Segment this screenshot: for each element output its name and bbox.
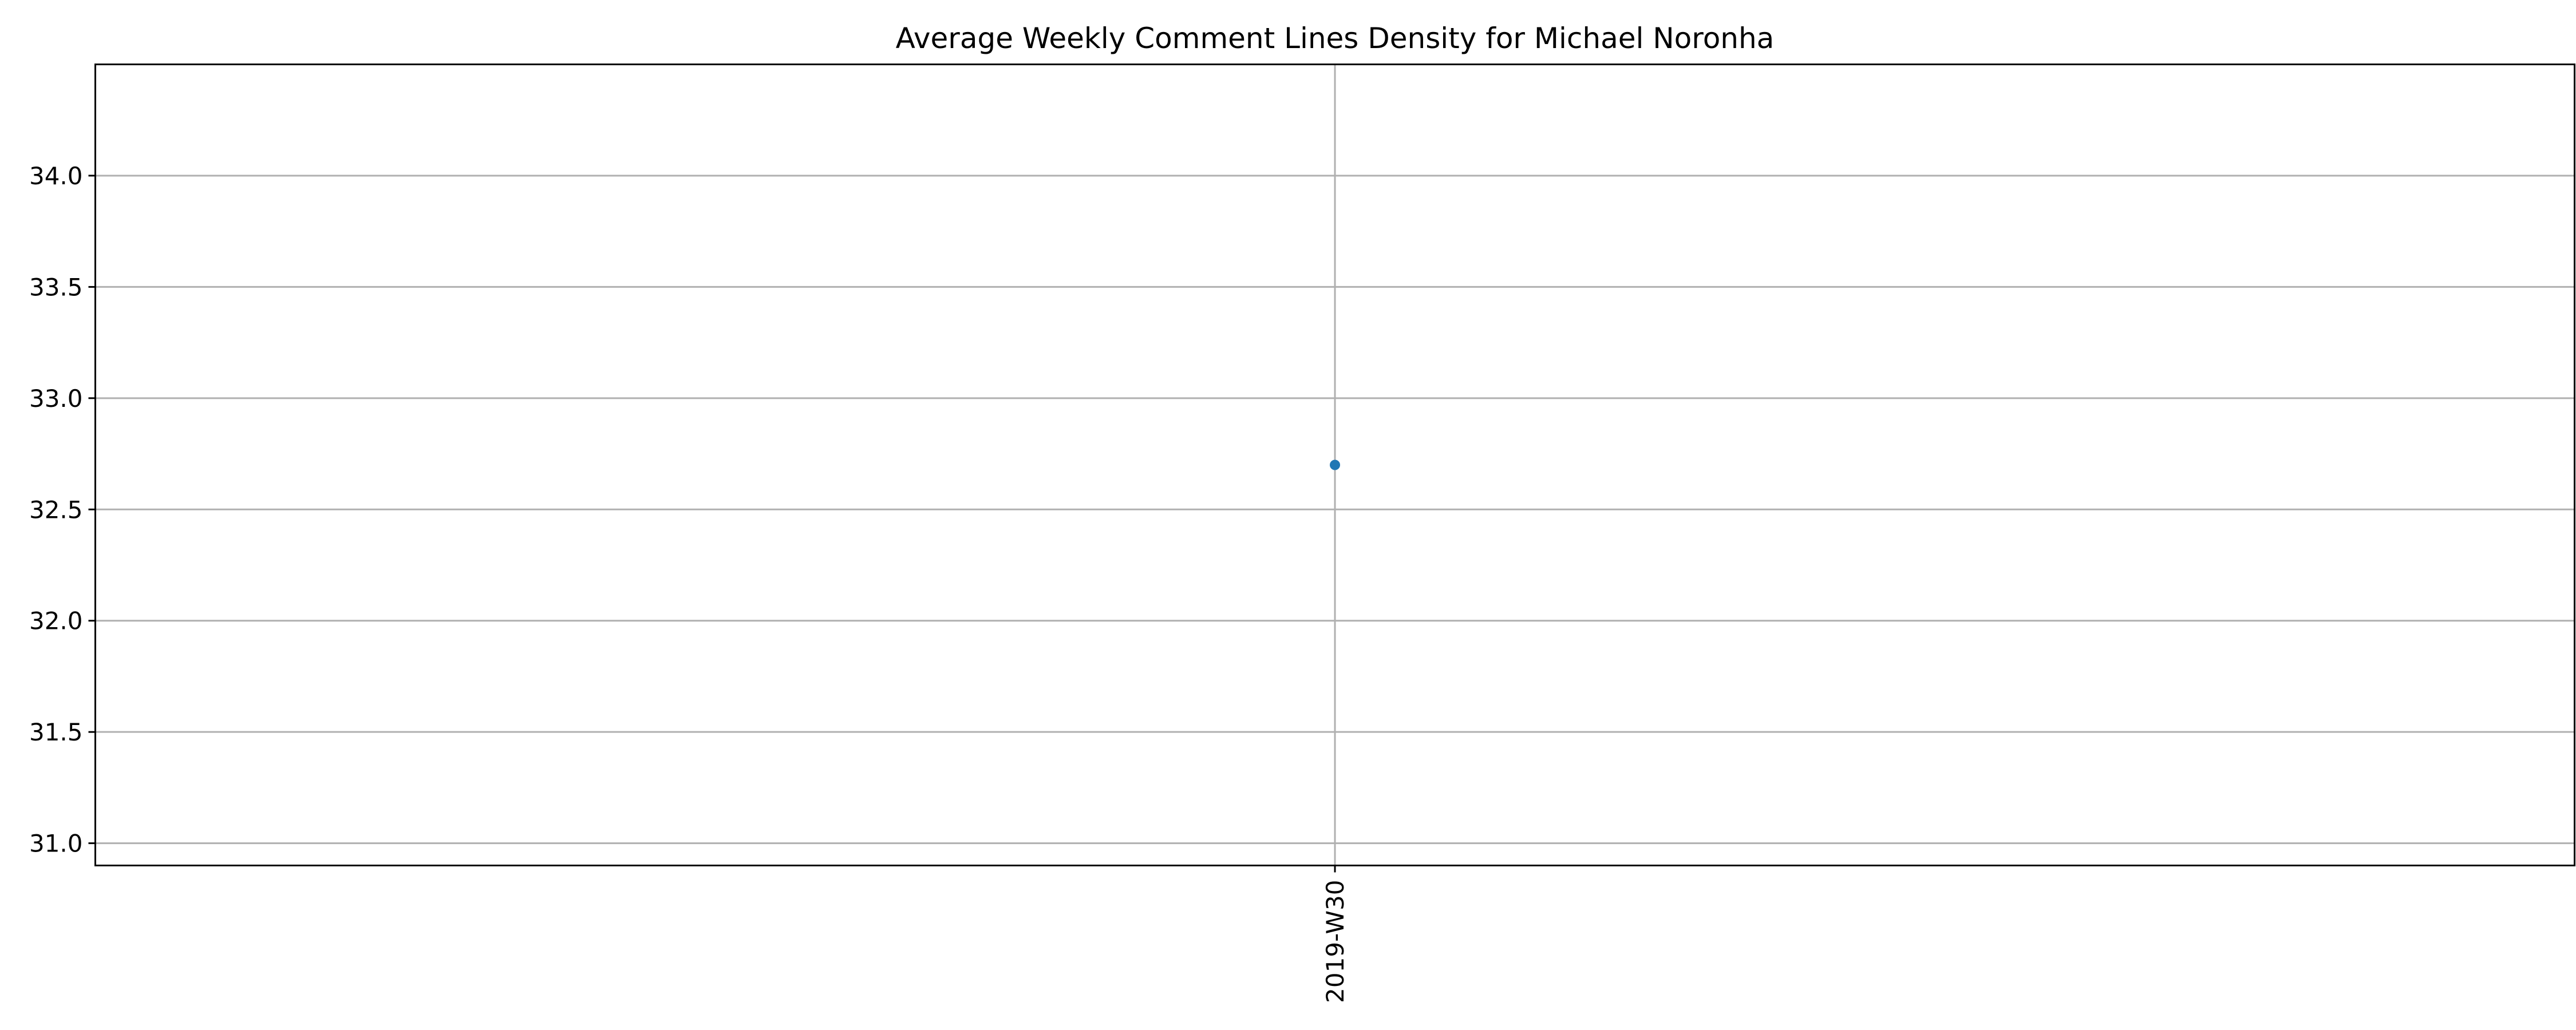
y-tick-label: 31.0 (29, 830, 83, 858)
chart-title: Average Weekly Comment Lines Density for… (896, 22, 1775, 55)
grid-layer (95, 64, 2575, 866)
y-tick-label: 32.5 (29, 496, 83, 524)
plot-series (1330, 459, 1340, 470)
y-tick-label: 32.0 (29, 607, 83, 635)
plot-area-frame (94, 64, 2575, 866)
y-axis: 31.0 31.5 32.0 32.5 33.0 33.5 34.0 (29, 162, 96, 858)
y-tick-label: 34.0 (29, 162, 83, 190)
y-tick-label: 31.5 (29, 718, 83, 746)
y-tick-label: 33.5 (29, 273, 83, 301)
data-point (1330, 459, 1340, 470)
x-axis: 2019-W30 (1321, 865, 1349, 1003)
y-tick-label: 33.0 (29, 385, 83, 413)
x-tick-label: 2019-W30 (1321, 880, 1349, 1003)
